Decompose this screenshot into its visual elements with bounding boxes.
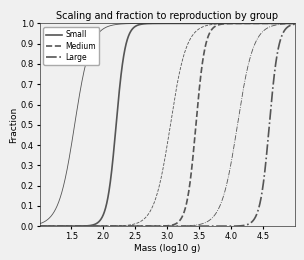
Title: Scaling and fraction to reproduction by group: Scaling and fraction to reproduction by … — [56, 11, 278, 21]
Legend: Small, Medium, Large: Small, Medium, Large — [43, 27, 99, 65]
Y-axis label: Fraction: Fraction — [9, 107, 18, 143]
X-axis label: Mass (log10 g): Mass (log10 g) — [134, 244, 200, 252]
